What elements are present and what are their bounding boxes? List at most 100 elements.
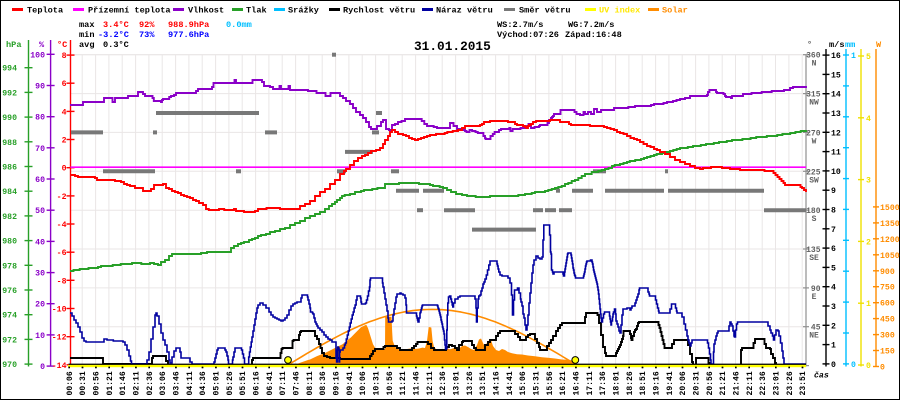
svg-text:8: 8 xyxy=(62,52,67,61)
svg-text:11:46: 11:46 xyxy=(413,371,422,395)
svg-text:45: 45 xyxy=(811,324,821,333)
svg-text:02:36: 02:36 xyxy=(146,371,155,395)
svg-text:°C: °C xyxy=(57,40,67,50)
svg-text:14:41: 14:41 xyxy=(506,371,515,395)
svg-text:3.4°C: 3.4°C xyxy=(103,20,129,30)
svg-text:°: ° xyxy=(807,40,812,50)
svg-text:00:31: 00:31 xyxy=(79,371,88,395)
svg-text:4: 4 xyxy=(62,108,67,117)
svg-text:Východ:07:26: Východ:07:26 xyxy=(497,30,559,40)
svg-text:315: 315 xyxy=(806,91,821,100)
svg-text:04:11: 04:11 xyxy=(186,371,195,395)
svg-text:972: 972 xyxy=(2,336,17,345)
svg-text:0: 0 xyxy=(831,361,836,370)
svg-text:Směr větru: Směr větru xyxy=(519,6,571,16)
svg-text:18:51: 18:51 xyxy=(639,371,648,395)
svg-text:1500: 1500 xyxy=(880,204,900,213)
svg-text:50: 50 xyxy=(35,207,45,216)
svg-text:30: 30 xyxy=(35,270,45,279)
svg-text:UV index: UV index xyxy=(599,6,640,16)
svg-text:40: 40 xyxy=(35,238,45,247)
svg-text:12:11: 12:11 xyxy=(426,371,435,395)
svg-text:WG:7.2m/s: WG:7.2m/s xyxy=(568,20,614,30)
svg-text:5: 5 xyxy=(831,264,836,273)
svg-text:16:21: 16:21 xyxy=(559,371,568,395)
svg-text:978: 978 xyxy=(2,262,17,271)
svg-text:982: 982 xyxy=(2,213,17,222)
svg-text:225: 225 xyxy=(806,168,821,177)
svg-text:6: 6 xyxy=(62,80,67,89)
svg-text:1: 1 xyxy=(831,342,836,351)
svg-text:05:01: 05:01 xyxy=(213,371,222,395)
svg-text:990: 990 xyxy=(2,114,17,123)
svg-text:17:36: 17:36 xyxy=(599,371,608,395)
svg-text:900: 900 xyxy=(880,268,895,277)
svg-text:5: 5 xyxy=(866,53,871,62)
svg-text:-6: -6 xyxy=(57,249,67,258)
svg-text:70: 70 xyxy=(35,145,45,154)
svg-text:-4: -4 xyxy=(57,221,67,230)
svg-text:19:41: 19:41 xyxy=(666,371,675,395)
svg-text:992: 992 xyxy=(2,89,17,98)
svg-text:0: 0 xyxy=(880,364,885,373)
svg-text:W: W xyxy=(812,137,817,146)
svg-text:970: 970 xyxy=(2,361,17,370)
svg-text:16:46: 16:46 xyxy=(573,371,582,395)
svg-text:980: 980 xyxy=(2,238,17,247)
svg-text:18:26: 18:26 xyxy=(626,371,635,395)
svg-text:NE: NE xyxy=(809,332,819,341)
svg-text:čas: čas xyxy=(814,371,829,381)
svg-text:Teplota: Teplota xyxy=(27,6,63,16)
svg-text:min: min xyxy=(79,30,94,40)
svg-text:10:06: 10:06 xyxy=(359,371,368,395)
svg-text:4: 4 xyxy=(866,115,871,124)
svg-text:750: 750 xyxy=(880,284,895,293)
svg-text:20:56: 20:56 xyxy=(706,371,715,395)
svg-text:22:11: 22:11 xyxy=(746,371,755,395)
svg-text:09:16: 09:16 xyxy=(333,371,342,395)
svg-text:SW: SW xyxy=(809,176,819,185)
svg-text:270: 270 xyxy=(806,129,821,138)
svg-text:-2: -2 xyxy=(57,193,67,202)
svg-text:15:56: 15:56 xyxy=(546,371,555,395)
svg-text:01:46: 01:46 xyxy=(119,371,128,395)
svg-text:21:21: 21:21 xyxy=(719,371,728,395)
svg-text:31.01.2015: 31.01.2015 xyxy=(414,39,491,54)
svg-text:994: 994 xyxy=(2,65,17,74)
svg-text:E: E xyxy=(812,293,817,302)
svg-text:60: 60 xyxy=(35,176,45,185)
svg-text:Vlhkost: Vlhkost xyxy=(188,6,224,16)
svg-text:03:46: 03:46 xyxy=(173,371,182,395)
svg-text:450: 450 xyxy=(880,316,895,325)
svg-text:-14: -14 xyxy=(52,362,67,371)
svg-text:20:31: 20:31 xyxy=(693,371,702,395)
svg-text:19:16: 19:16 xyxy=(653,371,662,395)
svg-text:0: 0 xyxy=(851,361,856,370)
svg-text:hPa: hPa xyxy=(6,40,21,50)
svg-text:avg: avg xyxy=(79,40,94,50)
svg-text:14: 14 xyxy=(831,91,841,100)
svg-text:-3.2°C: -3.2°C xyxy=(98,30,129,40)
svg-text:00:56: 00:56 xyxy=(93,371,102,395)
svg-text:0.0mm: 0.0mm xyxy=(226,20,252,30)
svg-text:3: 3 xyxy=(831,303,836,312)
svg-text:09:41: 09:41 xyxy=(346,371,355,395)
svg-text:100: 100 xyxy=(30,51,45,60)
svg-text:07:46: 07:46 xyxy=(293,371,302,395)
svg-text:0: 0 xyxy=(866,362,871,371)
svg-text:Srážky: Srážky xyxy=(288,6,319,16)
svg-text:13:26: 13:26 xyxy=(466,371,475,395)
svg-text:04:36: 04:36 xyxy=(199,371,208,395)
svg-text:11: 11 xyxy=(831,149,841,158)
svg-text:10:56: 10:56 xyxy=(386,371,395,395)
svg-text:80: 80 xyxy=(35,114,45,123)
svg-text:2: 2 xyxy=(866,238,871,247)
svg-text:13:01: 13:01 xyxy=(453,371,462,395)
svg-text:N: N xyxy=(812,60,817,69)
svg-text:0: 0 xyxy=(62,165,67,174)
svg-text:1: 1 xyxy=(866,300,871,309)
svg-text:05:51: 05:51 xyxy=(239,371,248,395)
svg-text:-10: -10 xyxy=(52,306,67,315)
svg-text:90: 90 xyxy=(811,285,821,294)
svg-text:90: 90 xyxy=(35,83,45,92)
